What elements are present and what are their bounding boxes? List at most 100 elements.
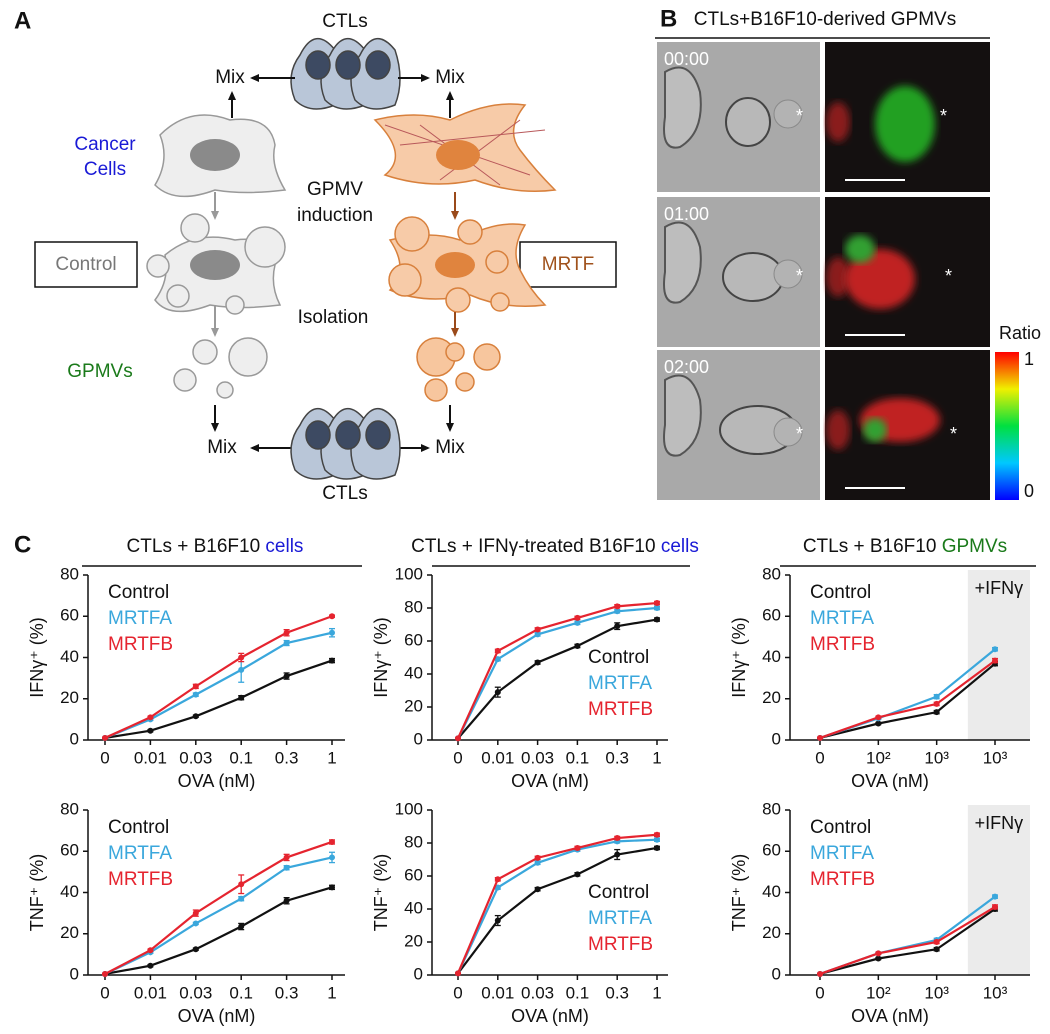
control-box (34, 241, 138, 288)
point (238, 895, 245, 902)
time-label: 00:00 (664, 49, 709, 69)
point (329, 884, 335, 891)
x-axis-label: OVA (nM) (511, 1006, 589, 1026)
signal (845, 235, 875, 263)
signal (826, 102, 850, 142)
control-cell (146, 213, 286, 315)
gpmv (773, 99, 803, 129)
legend-entry: Control (810, 817, 871, 838)
x-tick-label: 0.3 (275, 748, 299, 767)
y-tick-label: 40 (762, 647, 781, 666)
series-line (456, 833, 658, 974)
x-tick-label: 0.03 (521, 748, 554, 767)
point (147, 727, 154, 734)
point (455, 735, 461, 742)
point (102, 734, 108, 741)
nucleus (436, 140, 480, 170)
point (614, 623, 621, 630)
header-emphasis: cells (661, 536, 699, 557)
point (654, 605, 660, 611)
series-line (819, 908, 996, 976)
cancer-cells-label: Cancer (74, 134, 136, 155)
series-line (456, 601, 658, 739)
legend-entry: MRTFB (588, 699, 653, 720)
x-tick-label: 0.3 (605, 748, 629, 767)
asterisk: * (796, 424, 803, 444)
point (494, 689, 501, 696)
mrtf-gpmvs (416, 337, 501, 402)
point (147, 714, 154, 721)
series-line (457, 838, 658, 974)
y-tick-label: 40 (60, 882, 79, 901)
mix-label: Mix (207, 437, 237, 458)
y-tick-label: 60 (404, 630, 423, 649)
gpmv-induction-label: induction (297, 205, 373, 226)
y-tick-label: 0 (772, 729, 781, 748)
point (192, 713, 199, 720)
x-tick-label: 0.1 (566, 748, 590, 767)
point (192, 946, 199, 953)
point (654, 831, 660, 838)
series-line (457, 618, 658, 740)
point (238, 881, 245, 888)
point (455, 970, 461, 977)
point (283, 897, 290, 904)
point (329, 629, 335, 636)
x-tick-label: 0.3 (275, 983, 299, 1002)
y-tick-label: 40 (762, 882, 781, 901)
gpmvs-label: GPMVs (67, 361, 132, 382)
y-tick-label: 20 (762, 688, 781, 707)
point (875, 950, 882, 957)
x-tick-label: 10³ (983, 983, 1008, 1002)
point (192, 683, 199, 690)
point (102, 970, 108, 977)
shaded-region (967, 570, 1030, 740)
legend-entry: Control (588, 647, 649, 668)
point (654, 836, 660, 843)
legend-entry: MRTFB (810, 634, 875, 655)
point (494, 656, 501, 663)
point (192, 691, 199, 698)
x-tick-label: 10² (866, 748, 891, 767)
x-tick-label: 10³ (983, 748, 1008, 767)
x-tick-label: 0 (453, 983, 462, 1002)
legend-entry: MRTFA (588, 908, 652, 929)
ctls-label: CTLs (322, 11, 367, 32)
y-tick-label: 60 (762, 606, 781, 625)
panel-label: B (660, 5, 677, 32)
point (654, 844, 660, 851)
nucleus (190, 139, 240, 171)
legend-entry: MRTFB (108, 869, 173, 890)
y-axis-label: IFNγ⁺ (%) (729, 617, 749, 698)
point (329, 613, 335, 620)
point (534, 859, 541, 866)
point (192, 910, 199, 917)
x-tick-label: 0.01 (134, 983, 167, 1002)
point (933, 693, 940, 700)
point (329, 838, 335, 845)
y-axis-label: IFNγ⁺ (%) (371, 617, 391, 698)
y-tick-label: 20 (404, 931, 423, 950)
y-tick-label: 40 (60, 647, 79, 666)
point (534, 854, 541, 861)
point (494, 917, 501, 924)
x-tick-label: 0 (815, 983, 824, 1002)
asterisk: * (796, 106, 803, 126)
cancer-cells-label: Cells (84, 159, 126, 180)
point (283, 864, 290, 871)
legend-entry: MRTFB (588, 934, 653, 955)
series-line (457, 606, 658, 739)
point (283, 673, 290, 680)
asterisk: * (950, 424, 957, 444)
y-tick-label: 80 (404, 597, 423, 616)
y-tick-label: 80 (762, 799, 781, 818)
mix-label: Mix (435, 67, 465, 88)
point (875, 955, 882, 962)
x-tick-label: 1 (327, 983, 336, 1002)
series-line (104, 659, 333, 740)
point (283, 629, 290, 636)
legend-entry: MRTFB (108, 634, 173, 655)
legend-entry: Control (588, 882, 649, 903)
y-tick-label: 0 (772, 964, 781, 983)
ctl-cluster (290, 38, 401, 110)
